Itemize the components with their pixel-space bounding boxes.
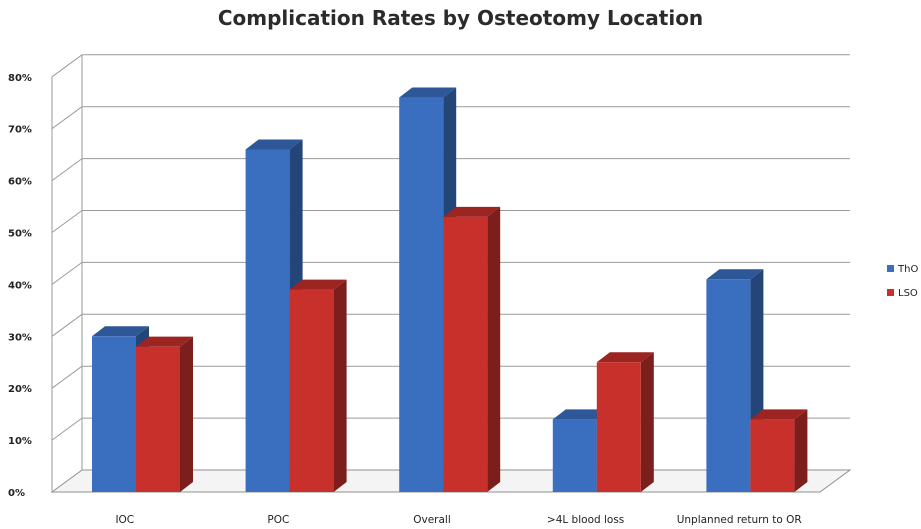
gridline-left-4 [51,261,83,285]
y-tick-label: 30% [8,332,32,343]
bar-side-LSO-1 [333,279,347,492]
x-tick-label: Overall [413,514,451,526]
y-tick-label: 40% [8,280,32,291]
chart-title: Complication Rates by Osteotomy Location [217,6,704,30]
bar-top-LSO-1 [289,279,347,290]
gridline-left-2 [51,365,83,389]
bar-LSO-4 [750,419,795,492]
gridline-left-3 [51,313,83,337]
bar-top-ThO-4 [706,269,764,280]
gridline-left-1 [51,417,83,441]
bar-LSO-3 [596,362,641,492]
gridline-left-8 [51,54,83,78]
legend-swatch-LSO [887,289,894,296]
legend-swatch-ThO [887,265,894,272]
bar-top-ThO-2 [399,87,457,98]
bar-top-ThO-3 [552,409,610,420]
bar-ThO-0 [92,336,136,492]
bar-top-LSO-3 [596,352,654,363]
bar-top-ThO-1 [245,139,303,150]
y-tick-label: 80% [8,73,32,84]
y-tick-label: 50% [8,229,32,240]
bar-LSO-1 [289,289,334,492]
bar-side-LSO-2 [487,206,501,492]
bar-top-LSO-4 [750,409,808,420]
x-tick-label: >4L blood loss [547,514,624,526]
x-tick-label: Unplanned return to OR [677,514,802,526]
bar-ThO-1 [245,149,290,492]
x-tick-label: IOC [115,514,134,526]
bar-top-ThO-0 [92,326,149,337]
bar-top-LSO-2 [443,206,501,217]
legend-label-LSO: LSO [898,288,918,299]
bar-ThO-4 [706,279,751,492]
y-tick-label: 0% [8,488,25,499]
gridline-left-6 [51,158,83,182]
bar-side-LSO-0 [180,336,193,492]
y-tick-label: 70% [8,125,32,136]
y-tick-label: 60% [8,177,32,188]
gridline-left-5 [51,210,83,233]
bar-LSO-0 [136,346,180,492]
bar-ThO-2 [399,97,444,492]
bar-side-LSO-3 [640,352,654,492]
bar-side-LSO-4 [794,409,808,492]
bar-LSO-2 [443,216,488,492]
y-tick-label: 20% [8,384,32,395]
legend-label-ThO: ThO [897,264,918,275]
gridline-left-7 [51,106,83,130]
bar-top-LSO-0 [136,336,193,347]
y-tick-label: 10% [8,436,32,447]
x-tick-label: POC [267,514,289,526]
bar-ThO-3 [552,419,597,492]
